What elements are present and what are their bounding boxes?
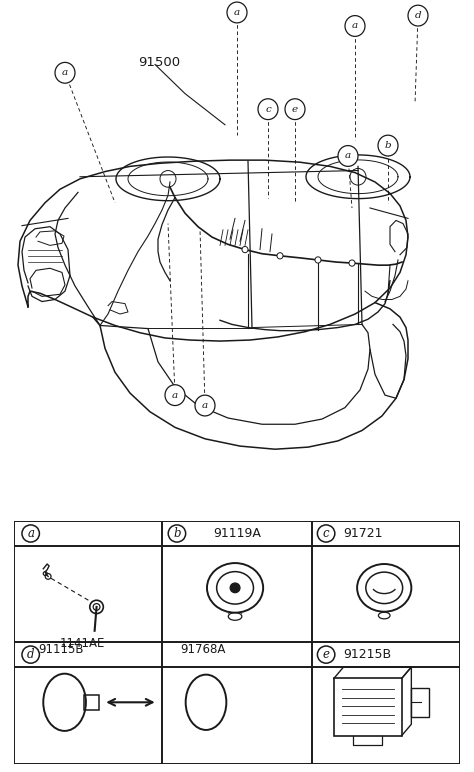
Text: a: a bbox=[172, 391, 178, 400]
Circle shape bbox=[338, 146, 358, 167]
Text: a: a bbox=[62, 68, 68, 77]
Circle shape bbox=[378, 135, 398, 156]
Text: 91215B: 91215B bbox=[344, 648, 392, 661]
Text: 91768A: 91768A bbox=[181, 643, 226, 656]
Text: 1141AE: 1141AE bbox=[59, 637, 105, 650]
Bar bbox=[334, 679, 401, 736]
Circle shape bbox=[195, 395, 215, 416]
Circle shape bbox=[168, 525, 186, 542]
Text: a: a bbox=[202, 401, 208, 410]
Circle shape bbox=[345, 15, 365, 36]
Circle shape bbox=[242, 246, 248, 252]
Circle shape bbox=[55, 63, 75, 83]
Text: d: d bbox=[27, 648, 35, 661]
Text: 91119A: 91119A bbox=[213, 527, 261, 540]
Circle shape bbox=[22, 525, 39, 542]
Text: e: e bbox=[323, 648, 329, 661]
Text: 91115B: 91115B bbox=[38, 643, 83, 656]
Text: c: c bbox=[265, 105, 271, 113]
Circle shape bbox=[315, 257, 321, 263]
Circle shape bbox=[22, 646, 39, 663]
Circle shape bbox=[258, 99, 278, 120]
Circle shape bbox=[227, 2, 247, 23]
Text: b: b bbox=[385, 141, 392, 150]
Text: e: e bbox=[292, 105, 298, 113]
Text: c: c bbox=[323, 527, 329, 540]
Circle shape bbox=[318, 525, 335, 542]
Text: d: d bbox=[415, 11, 421, 20]
Bar bbox=[84, 695, 100, 710]
Circle shape bbox=[408, 5, 428, 26]
Circle shape bbox=[318, 646, 335, 663]
Text: a: a bbox=[345, 151, 351, 161]
Text: 91721: 91721 bbox=[344, 527, 383, 540]
Text: 91500: 91500 bbox=[138, 56, 180, 69]
Bar bbox=[411, 688, 429, 716]
Circle shape bbox=[230, 583, 240, 593]
Circle shape bbox=[165, 384, 185, 405]
Circle shape bbox=[285, 99, 305, 120]
Text: a: a bbox=[27, 527, 34, 540]
Text: b: b bbox=[173, 527, 181, 540]
Text: a: a bbox=[352, 22, 358, 31]
Circle shape bbox=[277, 252, 283, 259]
Text: a: a bbox=[234, 8, 240, 17]
Circle shape bbox=[349, 260, 355, 266]
